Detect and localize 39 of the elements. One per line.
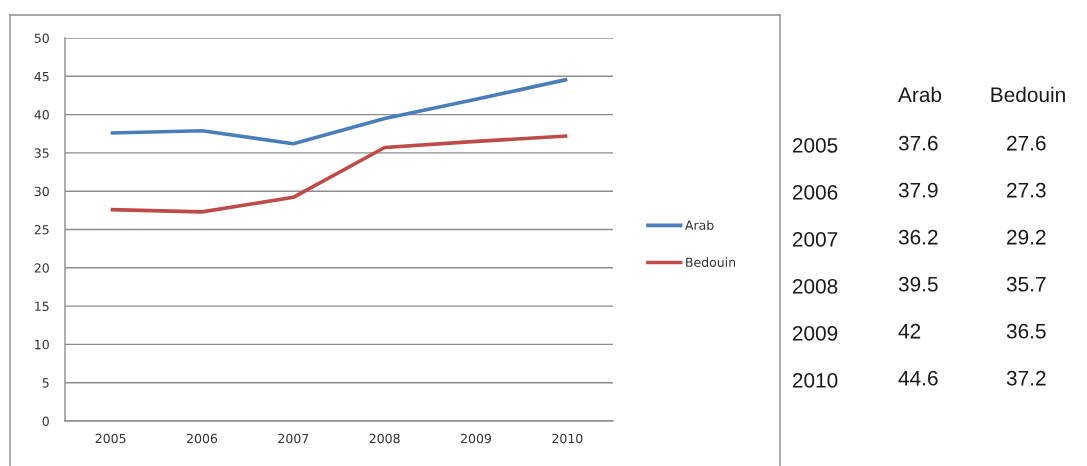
x-tick-label: 2006 [187,433,218,444]
y-tick-label: 30 [34,186,49,197]
data-label: 37.9 [898,182,938,198]
y-tick-label: 2007 [792,232,838,247]
legend-label: Arab [685,220,714,230]
line-series [108,134,570,214]
y-tick-label: 25 [34,224,49,235]
data-label: 37.6 [898,135,938,151]
x-tick-label: 2005 [95,433,126,444]
data-label: 35.7 [1006,276,1046,292]
data-label: 44.6 [898,370,938,386]
legend-label: Bedouin [686,257,736,267]
y-tick-label: 20 [34,263,49,273]
y-tick-label: 35 [34,148,49,158]
x-tick-label: 2008 [369,433,400,444]
y-tick-label: 40 [34,110,49,120]
data-label: 36.5 [1006,323,1046,339]
data-label: 37.2 [1006,370,1046,386]
y-tick-label: 15 [35,301,49,312]
data-label: 27.3 [1007,182,1046,198]
y-tick-label: 2005 [792,138,838,153]
x-tick-label: 2010 [552,433,583,444]
y-tick-label: 50 [34,33,49,43]
line-series [108,77,570,146]
data-label: 42 [898,323,921,339]
data-label: 29.2 [1007,229,1046,245]
y-tick-label: 2010 [792,373,838,388]
x-tick-label: 2007 [278,433,309,444]
x-tick-label: 2009 [461,433,492,444]
y-tick-label: 2009 [792,326,838,341]
data-label: 36.2 [898,229,938,245]
y-tick-label: 2008 [792,279,838,294]
y-tick-label: 10 [35,339,49,350]
data-label: 39.5 [898,276,938,292]
data-label: 27.6 [1007,135,1046,151]
y-tick-label: 5 [42,378,49,388]
y-tick-label: 2006 [792,185,838,200]
y-tick-label: 0 [42,416,49,426]
y-tick-label: 45 [34,71,49,82]
